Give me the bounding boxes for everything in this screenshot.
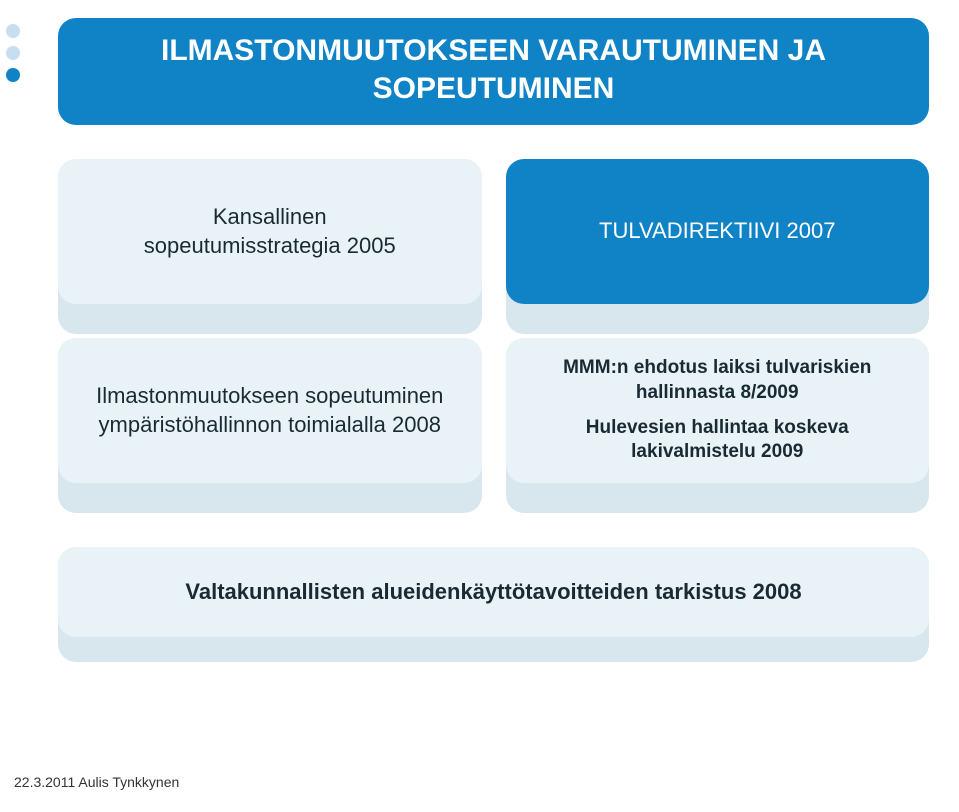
card-line: Valtakunnallisten alueidenkäyttötavoitte… [185, 579, 801, 605]
row-3: Valtakunnallisten alueidenkäyttötavoitte… [58, 547, 929, 637]
card-flood-risk-law: MMM:n ehdotus laiksi tulvariskien hallin… [506, 338, 930, 483]
card-national-strategy: Kansallinen sopeutumisstrategia 2005 [58, 159, 482, 304]
slide: ILMASTONMUUTOKSEEN VARAUTUMINEN JA SOPEU… [0, 0, 959, 812]
title-text: ILMASTONMUUTOKSEEN VARAUTUMINEN JA SOPEU… [161, 34, 826, 105]
card-body: MMM:n ehdotus laiksi tulvariskien hallin… [506, 338, 930, 483]
slide-title: ILMASTONMUUTOKSEEN VARAUTUMINEN JA SOPEU… [58, 18, 929, 125]
card-flood-directive: TULVADIREKTIIVI 2007 [506, 159, 930, 304]
row-2: Ilmastonmuutokseen sopeutuminen ympärist… [58, 338, 929, 483]
card-body: Ilmastonmuutokseen sopeutuminen ympärist… [58, 338, 482, 483]
card-line: hallinnasta 8/2009 [636, 381, 799, 406]
bullet-dot [6, 46, 20, 60]
card-env-admin: Ilmastonmuutokseen sopeutuminen ympärist… [58, 338, 482, 483]
card-line: Hulevesien hallintaa koskeva [586, 416, 849, 441]
row-1: Kansallinen sopeutumisstrategia 2005 TUL… [58, 159, 929, 304]
card-line: lakivalmistelu 2009 [631, 440, 803, 465]
card-body: Kansallinen sopeutumisstrategia 2005 [58, 159, 482, 304]
card-line: TULVADIREKTIIVI 2007 [599, 217, 835, 246]
card-line: Kansallinen [213, 203, 327, 232]
card-line: sopeutumisstrategia 2005 [144, 232, 396, 261]
bullet-dot [6, 24, 20, 38]
card-national-land-use: Valtakunnallisten alueidenkäyttötavoitte… [58, 547, 929, 637]
footer-text: 22.3.2011 Aulis Tynkkynen [14, 774, 179, 790]
card-line: MMM:n ehdotus laiksi tulvariskien [563, 356, 871, 381]
bullet-indicator [6, 24, 20, 82]
bullet-dot [6, 68, 20, 82]
footer-label: 22.3.2011 Aulis Tynkkynen [14, 774, 179, 790]
card-line: ympäristöhallinnon toimialalla 2008 [99, 411, 441, 440]
card-line: Ilmastonmuutokseen sopeutuminen [96, 382, 443, 411]
card-body: TULVADIREKTIIVI 2007 [506, 159, 930, 304]
